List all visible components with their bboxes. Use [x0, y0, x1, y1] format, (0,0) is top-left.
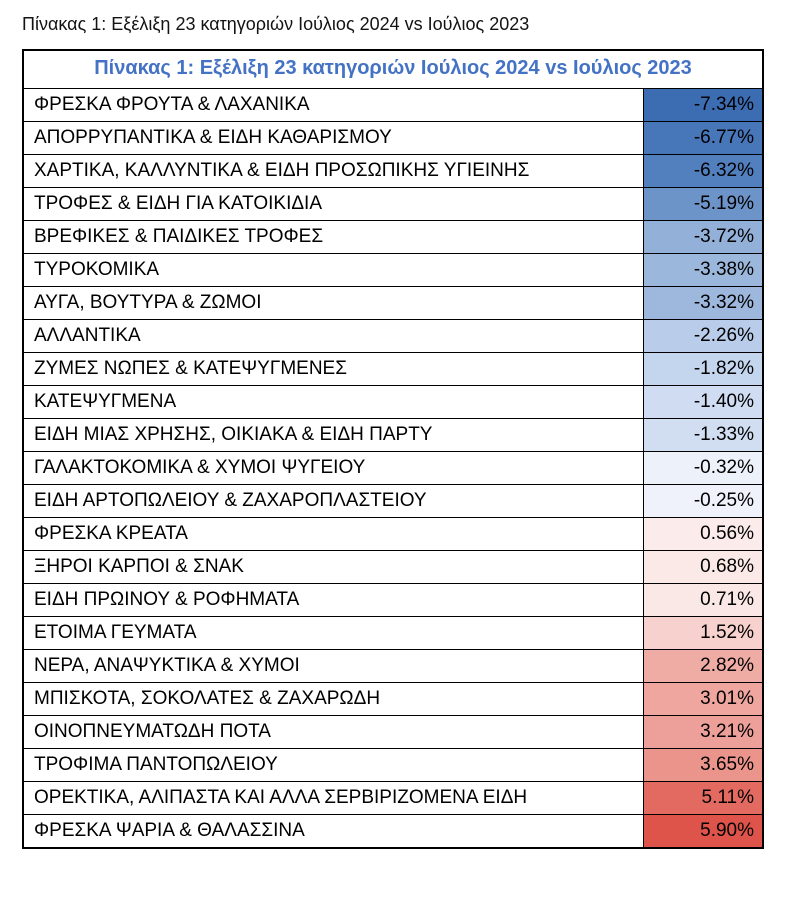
- category-label: ΤΡΟΦΙΜΑ ΠΑΝΤΟΠΩΛΕΙΟΥ: [23, 749, 643, 782]
- pct-change-value: -6.77%: [643, 122, 763, 155]
- category-label: ΦΡΕΣΚΑ ΦΡΟΥΤΑ & ΛΑΧΑΝΙΚΑ: [23, 89, 643, 122]
- pct-change-value: 3.65%: [643, 749, 763, 782]
- table-header: Πίνακας 1: Εξέλιξη 23 κατηγοριών Ιούλιος…: [23, 50, 763, 89]
- category-label: ΑΥΓΑ, ΒΟΥΤΥΡΑ & ΖΩΜΟΙ: [23, 287, 643, 320]
- category-label: ΟΙΝΟΠΝΕΥΜΑΤΩΔΗ ΠΟΤΑ: [23, 716, 643, 749]
- pct-change-value: 2.82%: [643, 650, 763, 683]
- table-row: ΤΡΟΦΙΜΑ ΠΑΝΤΟΠΩΛΕΙΟΥ3.65%: [23, 749, 763, 782]
- table-row: ΧΑΡΤΙΚΑ, ΚΑΛΛΥΝΤΙΚΑ & ΕΙΔΗ ΠΡΟΣΩΠΙΚΗΣ ΥΓ…: [23, 155, 763, 188]
- pct-change-value: -5.19%: [643, 188, 763, 221]
- category-label: ΚΑΤΕΨΥΓΜΕΝΑ: [23, 386, 643, 419]
- top-caption: Πίνακας 1: Εξέλιξη 23 κατηγοριών Ιούλιος…: [22, 14, 769, 35]
- category-label: ΦΡΕΣΚΑ ΚΡΕΑΤΑ: [23, 518, 643, 551]
- pct-change-value: -1.82%: [643, 353, 763, 386]
- pct-change-value: 5.11%: [643, 782, 763, 815]
- pct-change-value: -6.32%: [643, 155, 763, 188]
- table-row: ΤΡΟΦΕΣ & ΕΙΔΗ ΓΙΑ ΚΑΤΟΙΚΙΔΙΑ-5.19%: [23, 188, 763, 221]
- table-header-row: Πίνακας 1: Εξέλιξη 23 κατηγοριών Ιούλιος…: [23, 50, 763, 89]
- category-label: ΖΥΜΕΣ ΝΩΠΕΣ & ΚΑΤΕΨΥΓΜΕΝΕΣ: [23, 353, 643, 386]
- table-row: ΖΥΜΕΣ ΝΩΠΕΣ & ΚΑΤΕΨΥΓΜΕΝΕΣ-1.82%: [23, 353, 763, 386]
- category-label: ΕΙΔΗ ΠΡΩΙΝΟΥ & ΡΟΦΗΜΑΤΑ: [23, 584, 643, 617]
- category-label: ΑΛΛΑΝΤΙΚΑ: [23, 320, 643, 353]
- category-label: ΧΑΡΤΙΚΑ, ΚΑΛΛΥΝΤΙΚΑ & ΕΙΔΗ ΠΡΟΣΩΠΙΚΗΣ ΥΓ…: [23, 155, 643, 188]
- pct-change-value: 0.71%: [643, 584, 763, 617]
- pct-change-value: 1.52%: [643, 617, 763, 650]
- table-row: ΜΠΙΣΚΟΤΑ, ΣΟΚΟΛΑΤΕΣ & ΖΑΧΑΡΩΔΗ3.01%: [23, 683, 763, 716]
- category-label: ΦΡΕΣΚΑ ΨΑΡΙΑ & ΘΑΛΑΣΣΙΝΑ: [23, 815, 643, 849]
- category-label: ΤΥΡΟΚΟΜΙΚΑ: [23, 254, 643, 287]
- pct-change-value: -3.32%: [643, 287, 763, 320]
- pct-change-value: -3.72%: [643, 221, 763, 254]
- table-row: ΕΙΔΗ ΜΙΑΣ ΧΡΗΣΗΣ, ΟΙΚΙΑΚΑ & ΕΙΔΗ ΠΑΡΤΥ-1…: [23, 419, 763, 452]
- pct-change-value: -3.38%: [643, 254, 763, 287]
- pct-change-value: 3.21%: [643, 716, 763, 749]
- pct-change-value: 3.01%: [643, 683, 763, 716]
- category-label: ΤΡΟΦΕΣ & ΕΙΔΗ ΓΙΑ ΚΑΤΟΙΚΙΔΙΑ: [23, 188, 643, 221]
- pct-change-value: -1.40%: [643, 386, 763, 419]
- pct-change-value: -0.32%: [643, 452, 763, 485]
- table-row: ΟΙΝΟΠΝΕΥΜΑΤΩΔΗ ΠΟΤΑ3.21%: [23, 716, 763, 749]
- table-row: ΝΕΡΑ, ΑΝΑΨΥΚΤΙΚΑ & ΧΥΜΟΙ2.82%: [23, 650, 763, 683]
- pct-change-value: -7.34%: [643, 89, 763, 122]
- category-label: ΕΙΔΗ ΑΡΤΟΠΩΛΕΙΟΥ & ΖΑΧΑΡΟΠΛΑΣΤΕΙΟΥ: [23, 485, 643, 518]
- table-row: ΦΡΕΣΚΑ ΦΡΟΥΤΑ & ΛΑΧΑΝΙΚΑ-7.34%: [23, 89, 763, 122]
- table-row: ΕΙΔΗ ΠΡΩΙΝΟΥ & ΡΟΦΗΜΑΤΑ0.71%: [23, 584, 763, 617]
- pct-change-value: 5.90%: [643, 815, 763, 849]
- category-label: ΕΙΔΗ ΜΙΑΣ ΧΡΗΣΗΣ, ΟΙΚΙΑΚΑ & ΕΙΔΗ ΠΑΡΤΥ: [23, 419, 643, 452]
- table-row: ΑΛΛΑΝΤΙΚΑ-2.26%: [23, 320, 763, 353]
- table-row: ΟΡΕΚΤΙΚΑ, ΑΛΙΠΑΣΤΑ ΚΑΙ ΑΛΛΑ ΣΕΡΒΙΡΙΖΟΜΕΝ…: [23, 782, 763, 815]
- table-row: ΦΡΕΣΚΑ ΚΡΕΑΤΑ0.56%: [23, 518, 763, 551]
- table-row: ΕΤΟΙΜΑ ΓΕΥΜΑΤΑ1.52%: [23, 617, 763, 650]
- category-label: ΜΠΙΣΚΟΤΑ, ΣΟΚΟΛΑΤΕΣ & ΖΑΧΑΡΩΔΗ: [23, 683, 643, 716]
- table-row: ΒΡΕΦΙΚΕΣ & ΠΑΙΔΙΚΕΣ ΤΡΟΦΕΣ-3.72%: [23, 221, 763, 254]
- table-row: ΞΗΡΟΙ ΚΑΡΠΟΙ & ΣΝΑΚ0.68%: [23, 551, 763, 584]
- categories-table: Πίνακας 1: Εξέλιξη 23 κατηγοριών Ιούλιος…: [22, 49, 764, 849]
- table-row: ΕΙΔΗ ΑΡΤΟΠΩΛΕΙΟΥ & ΖΑΧΑΡΟΠΛΑΣΤΕΙΟΥ-0.25%: [23, 485, 763, 518]
- pct-change-value: 0.68%: [643, 551, 763, 584]
- table-row: ΚΑΤΕΨΥΓΜΕΝΑ-1.40%: [23, 386, 763, 419]
- table-body: ΦΡΕΣΚΑ ΦΡΟΥΤΑ & ΛΑΧΑΝΙΚΑ-7.34%ΑΠΟΡΡΥΠΑΝΤ…: [23, 89, 763, 849]
- page-container: Πίνακας 1: Εξέλιξη 23 κατηγοριών Ιούλιος…: [0, 0, 787, 879]
- category-label: ΕΤΟΙΜΑ ΓΕΥΜΑΤΑ: [23, 617, 643, 650]
- category-label: ΓΑΛΑΚΤΟΚΟΜΙΚΑ & ΧΥΜΟΙ ΨΥΓΕΙΟΥ: [23, 452, 643, 485]
- table-row: ΓΑΛΑΚΤΟΚΟΜΙΚΑ & ΧΥΜΟΙ ΨΥΓΕΙΟΥ-0.32%: [23, 452, 763, 485]
- category-label: ΑΠΟΡΡΥΠΑΝΤΙΚΑ & ΕΙΔΗ ΚΑΘΑΡΙΣΜΟΥ: [23, 122, 643, 155]
- table-row: ΦΡΕΣΚΑ ΨΑΡΙΑ & ΘΑΛΑΣΣΙΝΑ5.90%: [23, 815, 763, 849]
- pct-change-value: -2.26%: [643, 320, 763, 353]
- pct-change-value: -1.33%: [643, 419, 763, 452]
- table-row: ΑΠΟΡΡΥΠΑΝΤΙΚΑ & ΕΙΔΗ ΚΑΘΑΡΙΣΜΟΥ-6.77%: [23, 122, 763, 155]
- table-row: ΤΥΡΟΚΟΜΙΚΑ-3.38%: [23, 254, 763, 287]
- pct-change-value: -0.25%: [643, 485, 763, 518]
- category-label: ΒΡΕΦΙΚΕΣ & ΠΑΙΔΙΚΕΣ ΤΡΟΦΕΣ: [23, 221, 643, 254]
- category-label: ΟΡΕΚΤΙΚΑ, ΑΛΙΠΑΣΤΑ ΚΑΙ ΑΛΛΑ ΣΕΡΒΙΡΙΖΟΜΕΝ…: [23, 782, 643, 815]
- category-label: ΞΗΡΟΙ ΚΑΡΠΟΙ & ΣΝΑΚ: [23, 551, 643, 584]
- table-row: ΑΥΓΑ, ΒΟΥΤΥΡΑ & ΖΩΜΟΙ-3.32%: [23, 287, 763, 320]
- pct-change-value: 0.56%: [643, 518, 763, 551]
- category-label: ΝΕΡΑ, ΑΝΑΨΥΚΤΙΚΑ & ΧΥΜΟΙ: [23, 650, 643, 683]
